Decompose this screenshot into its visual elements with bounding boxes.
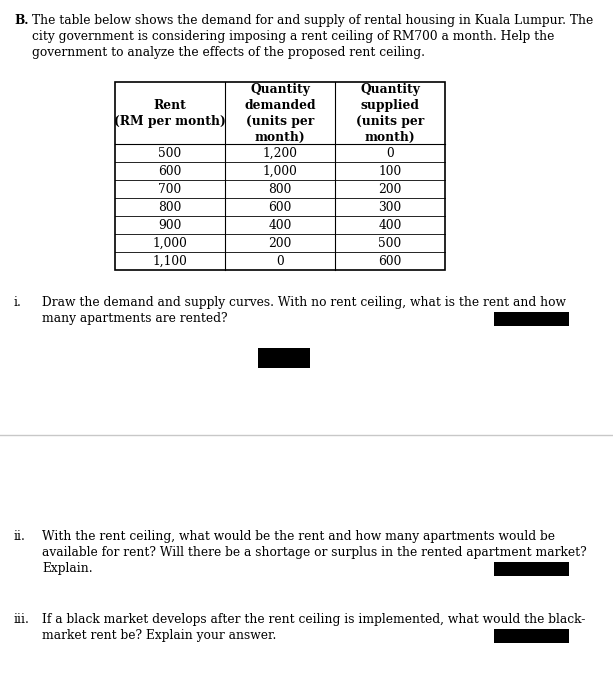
Text: Quantity
demanded
(units per
month): Quantity demanded (units per month) <box>244 82 316 143</box>
Bar <box>258 348 310 368</box>
Text: ii.: ii. <box>14 530 26 543</box>
Text: 0: 0 <box>276 255 284 268</box>
Text: With the rent ceiling, what would be the rent and how many apartments would be: With the rent ceiling, what would be the… <box>42 530 555 543</box>
Bar <box>115 82 445 270</box>
Text: B.: B. <box>14 14 28 27</box>
Text: Quantity
supplied
(units per
month): Quantity supplied (units per month) <box>356 82 424 143</box>
Bar <box>494 562 569 576</box>
Text: 300: 300 <box>378 201 402 214</box>
Text: available for rent? Will there be a shortage or surplus in the rented apartment : available for rent? Will there be a shor… <box>42 546 587 559</box>
Text: Rent
(RM per month): Rent (RM per month) <box>114 99 226 127</box>
Text: 800: 800 <box>158 201 181 214</box>
Text: 600: 600 <box>158 164 181 177</box>
Text: 1,000: 1,000 <box>153 236 188 249</box>
Text: 1,000: 1,000 <box>262 164 297 177</box>
Text: 200: 200 <box>378 182 402 195</box>
Text: 500: 500 <box>378 236 402 249</box>
Bar <box>494 312 569 326</box>
Text: 400: 400 <box>378 219 402 232</box>
Text: If a black market develops after the rent ceiling is implemented, what would the: If a black market develops after the ren… <box>42 613 585 626</box>
Text: 1,200: 1,200 <box>262 147 297 160</box>
Text: Explain.: Explain. <box>42 562 93 575</box>
Text: Draw the demand and supply curves. With no rent ceiling, what is the rent and ho: Draw the demand and supply curves. With … <box>42 296 566 309</box>
Text: 400: 400 <box>268 219 292 232</box>
Text: 500: 500 <box>158 147 181 160</box>
Text: city government is considering imposing a rent ceiling of RM700 a month. Help th: city government is considering imposing … <box>32 30 554 43</box>
Text: 800: 800 <box>268 182 292 195</box>
Text: i.: i. <box>14 296 22 309</box>
Text: 200: 200 <box>268 236 292 249</box>
Text: 0: 0 <box>386 147 394 160</box>
Text: iii.: iii. <box>14 613 30 626</box>
Text: market rent be? Explain your answer.: market rent be? Explain your answer. <box>42 629 276 642</box>
Text: 900: 900 <box>158 219 181 232</box>
Text: government to analyze the effects of the proposed rent ceiling.: government to analyze the effects of the… <box>32 46 425 59</box>
Text: 600: 600 <box>268 201 292 214</box>
Text: The table below shows the demand for and supply of rental housing in Kuala Lumpu: The table below shows the demand for and… <box>32 14 593 27</box>
Text: 100: 100 <box>378 164 402 177</box>
Text: 700: 700 <box>158 182 181 195</box>
Bar <box>494 629 569 643</box>
Text: 1,100: 1,100 <box>153 255 188 268</box>
Text: 600: 600 <box>378 255 402 268</box>
Text: many apartments are rented?: many apartments are rented? <box>42 312 227 325</box>
